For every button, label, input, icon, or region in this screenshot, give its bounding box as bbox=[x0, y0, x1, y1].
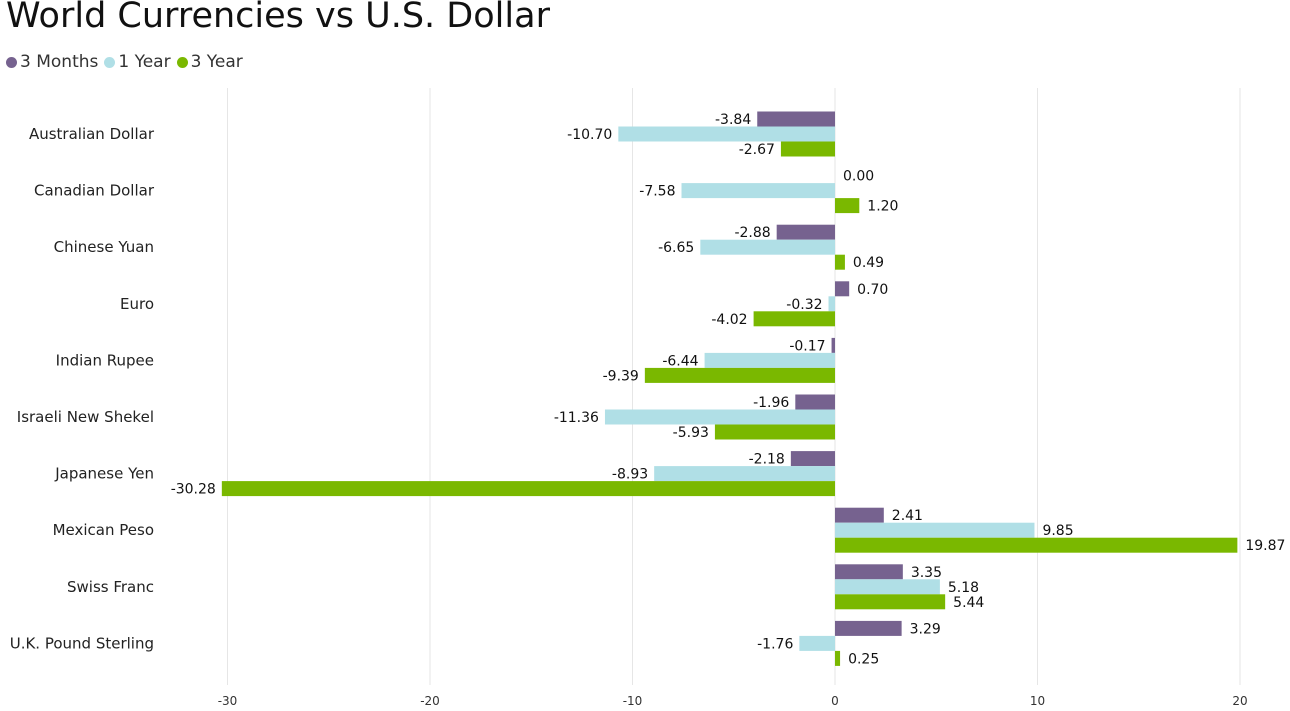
data-label-indian-rupee-3-year: -9.39 bbox=[603, 368, 639, 384]
data-label-euro-3-months: 0.70 bbox=[857, 282, 888, 298]
data-label-indian-rupee-1-year: -6.44 bbox=[662, 353, 698, 369]
bar-swiss-franc-1-year[interactable] bbox=[835, 579, 940, 595]
data-label-japanese-yen-3-months: -2.18 bbox=[749, 452, 785, 468]
data-label-mexican-peso-1-year: 9.85 bbox=[1042, 523, 1073, 539]
data-label-israeli-new-shekel-3-year: -5.93 bbox=[673, 425, 709, 441]
x-tick-label: -10 bbox=[623, 694, 643, 708]
data-label-canadian-dollar-1-year: -7.58 bbox=[639, 184, 675, 200]
legend-swatch-3-months bbox=[6, 56, 17, 68]
category-label-canadian-dollar: Canadian Dollar bbox=[34, 182, 155, 200]
category-label-israeli-new-shekel: Israeli New Shekel bbox=[17, 408, 154, 426]
bar-mexican-peso-1-year[interactable] bbox=[835, 522, 1035, 538]
bar-chinese-yuan-3-year[interactable] bbox=[835, 254, 845, 270]
data-label-swiss-franc-3-year: 5.44 bbox=[953, 595, 984, 611]
data-label-australian-dollar-3-months: -3.84 bbox=[715, 112, 751, 128]
bar-australian-dollar-3-year[interactable] bbox=[780, 141, 835, 157]
bar-japanese-yen-1-year[interactable] bbox=[654, 466, 835, 482]
data-label-israeli-new-shekel-3-months: -1.96 bbox=[753, 395, 789, 411]
bar-japanese-yen-3-year[interactable] bbox=[221, 481, 835, 497]
bar-mexican-peso-3-year[interactable] bbox=[835, 537, 1238, 553]
data-label-u-k-pound-sterling-3-months: 3.29 bbox=[910, 621, 941, 637]
legend-item-3-months[interactable]: 3 Months bbox=[6, 52, 98, 72]
data-label-canadian-dollar-3-year: 1.20 bbox=[867, 199, 898, 215]
x-axis-tick-labels: -30 -20 -10 0 10 20 bbox=[218, 694, 1248, 708]
category-label-australian-dollar: Australian Dollar bbox=[29, 125, 155, 143]
data-label-swiss-franc-3-months: 3.35 bbox=[911, 565, 942, 581]
data-label-euro-3-year: -4.02 bbox=[711, 312, 747, 328]
category-label-indian-rupee: Indian Rupee bbox=[56, 351, 154, 369]
chart-title: World Currencies vs U.S. Dollar bbox=[6, 0, 550, 36]
bar-swiss-franc-3-months[interactable] bbox=[835, 564, 903, 580]
bar-israeli-new-shekel-3-year[interactable] bbox=[714, 424, 835, 440]
data-label-japanese-yen-1-year: -8.93 bbox=[612, 467, 648, 483]
data-label-euro-1-year: -0.32 bbox=[786, 297, 822, 313]
bar-indian-rupee-1-year[interactable] bbox=[704, 352, 835, 368]
x-tick-label: 0 bbox=[831, 694, 839, 708]
category-label-mexican-peso: Mexican Peso bbox=[53, 521, 154, 539]
bar-u-k-pound-sterling-3-year[interactable] bbox=[835, 650, 841, 666]
bar-u-k-pound-sterling-3-months[interactable] bbox=[835, 620, 902, 636]
bar-chinese-yuan-1-year[interactable] bbox=[700, 239, 835, 255]
data-label-japanese-yen-3-year: -30.28 bbox=[171, 482, 216, 498]
bar-australian-dollar-1-year[interactable] bbox=[618, 126, 835, 142]
legend-swatch-1-year bbox=[104, 56, 116, 68]
x-tick-label: 10 bbox=[1030, 694, 1045, 708]
data-labels: -3.84 -10.70 -2.67 0.00 -7.58 1.20 -2.88 -6.65 0… bbox=[171, 112, 1286, 667]
x-tick-label: -30 bbox=[218, 694, 238, 708]
legend: 3 Months 1 Year 3 Year bbox=[6, 52, 249, 72]
data-label-canadian-dollar-3-months: 0.00 bbox=[843, 169, 874, 185]
legend-label-1-year: 1 Year bbox=[118, 52, 171, 72]
category-label-chinese-yuan: Chinese Yuan bbox=[54, 238, 154, 256]
bar-chinese-yuan-3-months[interactable] bbox=[776, 224, 835, 240]
data-label-chinese-yuan-3-months: -2.88 bbox=[734, 225, 770, 241]
bar-israeli-new-shekel-3-months[interactable] bbox=[795, 394, 835, 410]
data-label-u-k-pound-sterling-3-year: 0.25 bbox=[848, 651, 879, 667]
bar-euro-1-year[interactable] bbox=[828, 296, 835, 312]
data-label-australian-dollar-1-year: -10.70 bbox=[567, 127, 612, 143]
data-label-indian-rupee-3-months: -0.17 bbox=[789, 338, 825, 354]
bar-japanese-yen-3-months[interactable] bbox=[790, 451, 835, 467]
bar-israeli-new-shekel-1-year[interactable] bbox=[604, 409, 835, 425]
data-label-u-k-pound-sterling-1-year: -1.76 bbox=[757, 636, 793, 652]
data-label-swiss-franc-1-year: 5.18 bbox=[948, 580, 979, 596]
bars bbox=[221, 111, 1238, 666]
data-label-mexican-peso-3-year: 19.87 bbox=[1245, 538, 1285, 554]
category-label-swiss-franc: Swiss Franc bbox=[67, 578, 154, 596]
data-label-israeli-new-shekel-1-year: -11.36 bbox=[554, 410, 599, 426]
category-labels: Australian Dollar Canadian Dollar Chinese … bbox=[10, 125, 155, 652]
bar-canadian-dollar-3-year[interactable] bbox=[835, 198, 860, 214]
legend-label-3-year: 3 Year bbox=[190, 52, 243, 72]
bar-canadian-dollar-1-year[interactable] bbox=[681, 183, 835, 199]
category-label-u-k-pound-sterling: U.K. Pound Sterling bbox=[10, 634, 154, 652]
bar-indian-rupee-3-months[interactable] bbox=[831, 337, 835, 353]
data-label-chinese-yuan-3-year: 0.49 bbox=[853, 255, 884, 271]
data-label-mexican-peso-3-months: 2.41 bbox=[892, 508, 923, 524]
bar-australian-dollar-3-months[interactable] bbox=[757, 111, 835, 127]
bar-u-k-pound-sterling-1-year[interactable] bbox=[799, 635, 835, 651]
x-tick-label: -20 bbox=[420, 694, 440, 708]
x-tick-label: 20 bbox=[1232, 694, 1247, 708]
category-label-euro: Euro bbox=[120, 295, 154, 313]
legend-item-1-year[interactable]: 1 Year bbox=[104, 52, 171, 72]
legend-item-3-year[interactable]: 3 Year bbox=[176, 52, 243, 72]
data-label-chinese-yuan-1-year: -6.65 bbox=[658, 240, 694, 256]
bar-euro-3-year[interactable] bbox=[753, 311, 835, 327]
bar-euro-3-months[interactable] bbox=[835, 281, 850, 297]
gridlines bbox=[227, 88, 1241, 685]
data-label-australian-dollar-3-year: -2.67 bbox=[739, 142, 775, 158]
legend-swatch-3-year bbox=[176, 56, 188, 68]
bar-swiss-franc-3-year[interactable] bbox=[835, 594, 946, 610]
bar-indian-rupee-3-year[interactable] bbox=[644, 367, 835, 383]
bar-mexican-peso-3-months[interactable] bbox=[835, 507, 884, 523]
category-label-japanese-yen: Japanese Yen bbox=[54, 465, 154, 483]
legend-label-3-months: 3 Months bbox=[20, 52, 99, 72]
